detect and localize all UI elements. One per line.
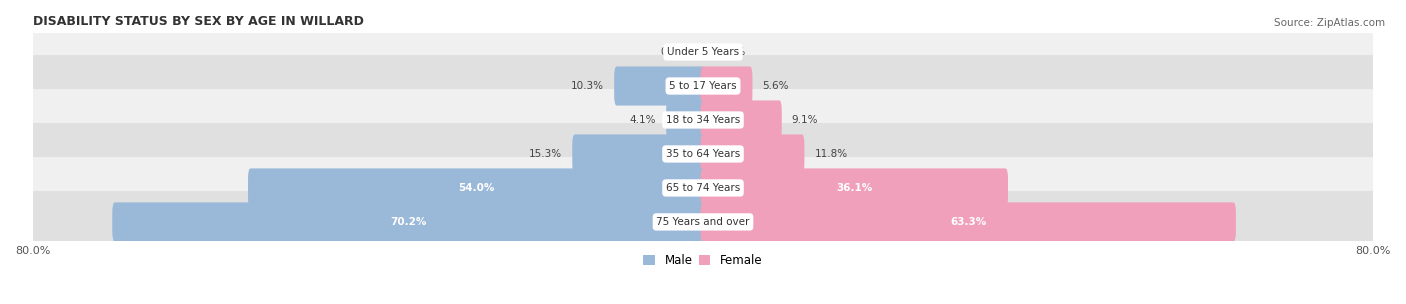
- Text: 63.3%: 63.3%: [950, 217, 987, 227]
- FancyBboxPatch shape: [572, 134, 706, 174]
- Text: 70.2%: 70.2%: [391, 217, 427, 227]
- FancyBboxPatch shape: [28, 55, 1378, 117]
- Text: 36.1%: 36.1%: [837, 183, 872, 193]
- Text: 11.8%: 11.8%: [814, 149, 848, 159]
- FancyBboxPatch shape: [700, 202, 1236, 241]
- Text: DISABILITY STATUS BY SEX BY AGE IN WILLARD: DISABILITY STATUS BY SEX BY AGE IN WILLA…: [32, 15, 364, 28]
- Text: Source: ZipAtlas.com: Source: ZipAtlas.com: [1274, 18, 1385, 28]
- FancyBboxPatch shape: [700, 67, 752, 105]
- FancyBboxPatch shape: [700, 168, 1008, 207]
- Text: 75 Years and over: 75 Years and over: [657, 217, 749, 227]
- Legend: Male, Female: Male, Female: [638, 250, 768, 272]
- Text: 65 to 74 Years: 65 to 74 Years: [666, 183, 740, 193]
- FancyBboxPatch shape: [28, 123, 1378, 185]
- FancyBboxPatch shape: [28, 191, 1378, 253]
- FancyBboxPatch shape: [666, 100, 706, 140]
- FancyBboxPatch shape: [28, 21, 1378, 83]
- FancyBboxPatch shape: [700, 134, 804, 174]
- Text: Under 5 Years: Under 5 Years: [666, 47, 740, 57]
- Text: 15.3%: 15.3%: [529, 149, 562, 159]
- Text: 35 to 64 Years: 35 to 64 Years: [666, 149, 740, 159]
- Text: 5 to 17 Years: 5 to 17 Years: [669, 81, 737, 91]
- Text: 0.0%: 0.0%: [659, 47, 686, 57]
- Text: 5.6%: 5.6%: [762, 81, 789, 91]
- FancyBboxPatch shape: [614, 67, 706, 105]
- FancyBboxPatch shape: [28, 157, 1378, 219]
- Text: 10.3%: 10.3%: [571, 81, 605, 91]
- Text: 9.1%: 9.1%: [792, 115, 818, 125]
- FancyBboxPatch shape: [28, 89, 1378, 151]
- Text: 18 to 34 Years: 18 to 34 Years: [666, 115, 740, 125]
- FancyBboxPatch shape: [700, 100, 782, 140]
- Text: 54.0%: 54.0%: [458, 183, 495, 193]
- FancyBboxPatch shape: [112, 202, 706, 241]
- Text: 4.1%: 4.1%: [630, 115, 657, 125]
- FancyBboxPatch shape: [247, 168, 706, 207]
- Text: 0.0%: 0.0%: [720, 47, 747, 57]
